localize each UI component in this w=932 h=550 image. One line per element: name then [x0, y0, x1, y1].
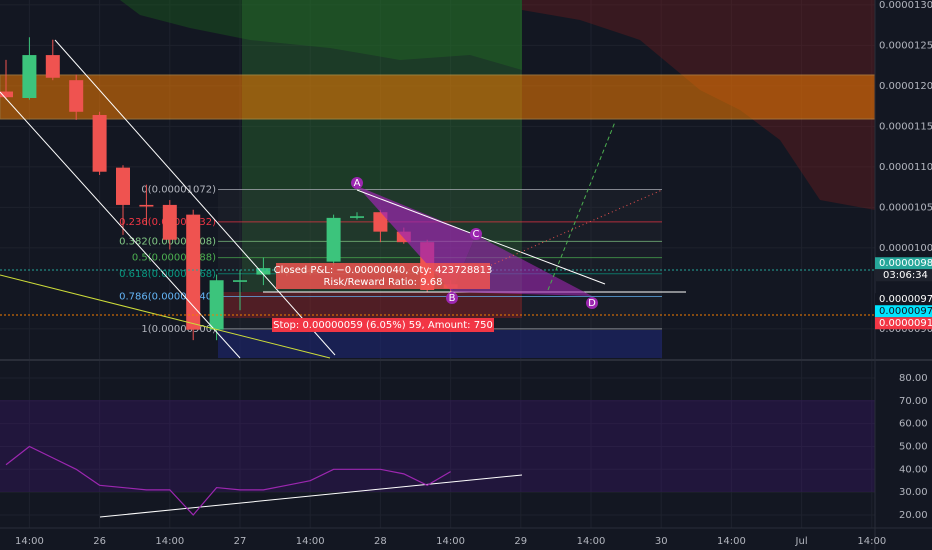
rr-text: Risk/Reward Ratio: 9.68	[323, 277, 442, 288]
x-tick-label: 29	[514, 536, 527, 547]
fib-label: 0.786(0.00000940)	[119, 291, 216, 302]
x-tick-label: 14:00	[155, 536, 184, 547]
price-marker	[875, 317, 932, 330]
candle-body	[350, 216, 364, 218]
candle-body	[233, 280, 247, 282]
candle-body	[22, 55, 37, 99]
price-marker-label: 0.00000981	[879, 258, 932, 269]
fib-bottom	[218, 330, 662, 358]
price-marker-label: 0.00000916	[879, 318, 932, 329]
y-tick-label: 20.00	[899, 510, 928, 521]
pnl-box	[276, 263, 490, 289]
y-tick-label: 70.00	[899, 396, 928, 407]
stop-box	[272, 318, 494, 332]
x-tick-label: 14:00	[296, 536, 325, 547]
pattern-point	[351, 177, 363, 189]
pattern-point	[446, 292, 458, 304]
candle-body	[0, 91, 13, 98]
candle-body	[209, 280, 224, 330]
pattern-label: D	[588, 298, 596, 309]
candle-body	[326, 217, 341, 262]
candle-body	[139, 204, 154, 207]
y-tick-label: 30.00	[899, 487, 928, 498]
pattern-point	[586, 297, 598, 309]
candle-body	[116, 167, 130, 205]
price-marker	[875, 293, 932, 306]
fib-label: 1(0.00000900)	[141, 324, 216, 335]
annotations: Closed P&L: −0.00000040, Qty: 423728813 …	[272, 177, 598, 332]
trend-line	[0, 274, 331, 359]
cloud-green	[120, 0, 522, 70]
x-tick-label: 27	[234, 536, 247, 547]
x-tick-label: 14:00	[857, 536, 886, 547]
trend-line	[99, 474, 523, 518]
rsi-band	[0, 400, 875, 492]
fib-label: 0(0.00001072)	[141, 185, 216, 196]
y-tick-label: 0.00000900	[879, 324, 932, 335]
stop-text: Stop: 0.00000059 (6.05%) 59, Amount: 750	[273, 320, 493, 331]
cloud-red	[522, 0, 875, 210]
price-marker	[875, 305, 932, 318]
price-marker-label: 0.00000973	[879, 306, 932, 317]
candle-body	[45, 55, 60, 78]
x-tick-label: 30	[655, 536, 668, 547]
y-tick-label: 80.00	[899, 373, 928, 384]
y-tick-label: 50.00	[899, 441, 928, 452]
candle-body	[373, 212, 388, 232]
pattern-label: B	[449, 293, 456, 304]
countdown-box	[875, 269, 932, 282]
fib-label: 0.618(0.00000968)	[119, 269, 216, 280]
x-tick-label: 28	[374, 536, 387, 547]
candle-body	[92, 115, 107, 172]
price-marker	[875, 257, 932, 270]
y-tick-label: 40.00	[899, 464, 928, 475]
pattern-point	[470, 228, 482, 240]
candle-body	[162, 204, 177, 240]
price-marker-label: 0.00000975	[879, 294, 932, 305]
x-tick-label: 14:00	[436, 536, 465, 547]
y-tick-label: 60.00	[899, 419, 928, 430]
x-tick-label: 14:00	[15, 536, 44, 547]
candle-body	[186, 214, 201, 330]
rsi-line	[5, 445, 451, 516]
trend-line	[54, 39, 336, 356]
x-tick-label: 14:00	[577, 536, 606, 547]
fib-label: 0.382(0.00001008)	[119, 236, 216, 247]
candle-body	[256, 268, 271, 275]
x-tick-label: 26	[93, 536, 106, 547]
x-tick-label: Jul	[795, 536, 808, 547]
pnl-text: Closed P&L: −0.00000040, Qty: 423728813	[274, 265, 493, 276]
projection-arrow	[547, 121, 616, 291]
x-tick-label: 14:00	[717, 536, 746, 547]
candle-body	[69, 80, 84, 112]
pattern-label: C	[473, 229, 480, 240]
resistance-zone	[0, 74, 876, 120]
countdown: 03:06:34	[883, 270, 928, 281]
trend-line	[0, 91, 241, 359]
pattern-label: A	[354, 178, 361, 189]
fib-label: 0.5(0.00000988)	[132, 253, 216, 264]
